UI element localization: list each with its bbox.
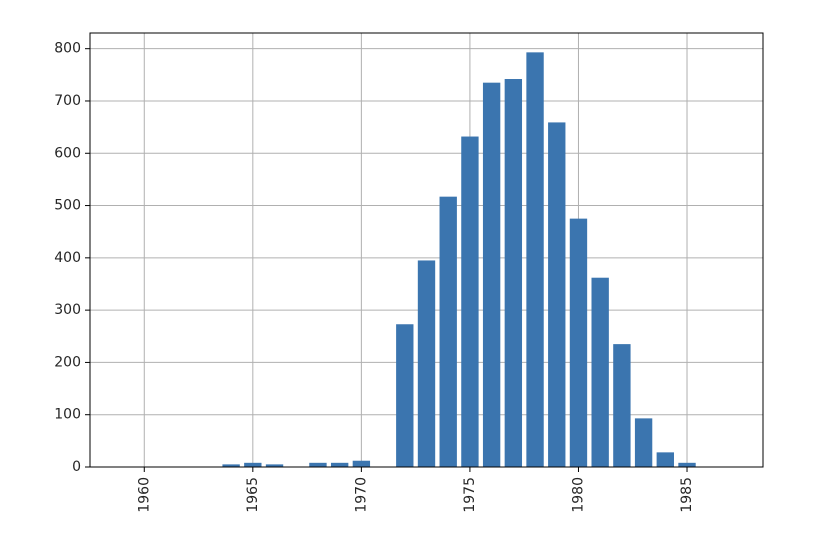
x-tick-label: 1985: [679, 477, 695, 513]
y-tick-label: 800: [54, 41, 81, 57]
x-tick-label: 1970: [353, 477, 369, 513]
bar: [613, 344, 631, 467]
bar: [548, 122, 566, 467]
bar: [569, 218, 588, 467]
plot-frame: [89, 32, 764, 468]
x-tick-label: 1965: [245, 477, 261, 513]
bar: [634, 418, 653, 467]
bar: [591, 277, 609, 467]
bar: [504, 79, 523, 467]
y-tick-label: 100: [54, 407, 81, 423]
bar: [656, 452, 674, 467]
y-tick-label: 300: [54, 302, 81, 318]
y-tick-label: 400: [54, 250, 81, 266]
y-tick-label: 200: [54, 354, 81, 370]
bar: [526, 52, 544, 468]
y-tick-label: 500: [54, 198, 81, 214]
x-axis: 1960 1965 1970 1975 1980 1985: [136, 467, 695, 513]
y-tick-label: 700: [54, 93, 81, 109]
bar: [417, 260, 436, 467]
bar: [352, 460, 371, 467]
x-tick-label: 1960: [136, 477, 152, 513]
bar: [678, 462, 696, 467]
bar: [309, 462, 327, 467]
y-tick-label: 600: [54, 145, 81, 161]
y-axis: 0 100 200 300 400 500 600 700 800: [54, 41, 90, 475]
x-tick-label: 1980: [570, 477, 586, 513]
bar: [222, 464, 240, 467]
x-tick-label: 1975: [462, 477, 478, 513]
y-tick-label: 0: [72, 459, 81, 475]
bar: [482, 82, 501, 468]
bar: [330, 462, 349, 467]
bar: [265, 464, 284, 467]
bars-layer: [222, 52, 696, 468]
bar: [244, 462, 262, 467]
bar: [396, 324, 414, 467]
bar: [461, 136, 479, 467]
bar: [439, 196, 457, 468]
